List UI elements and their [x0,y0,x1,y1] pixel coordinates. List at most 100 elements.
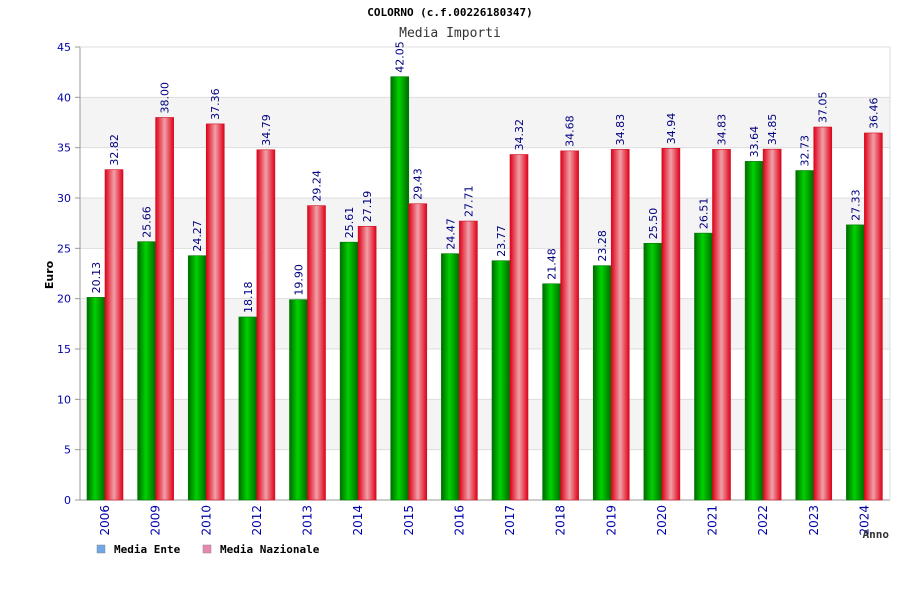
data-label: 34.79 [260,114,273,146]
bar-media-nazionale-2018 [560,150,579,501]
y-tick-label: 25 [57,242,71,255]
x-tick-label: 2015 [402,505,416,536]
bar-media-nazionale-2010 [205,123,225,501]
data-label: 25.61 [343,207,356,239]
data-label: 34.85 [766,114,779,146]
data-label: 24.47 [444,218,457,250]
bar-media-ente-2022 [744,161,764,501]
bar-media-nazionale-2015 [408,203,428,501]
bar-media-nazionale-2017 [509,154,529,501]
bar-media-nazionale-2014 [357,225,377,501]
y-tick-label: 10 [57,393,71,406]
data-label: 18.18 [242,281,255,313]
x-tick-labels: 2006 2009 2010 2012 2013 2014 2015 2016 2017 2018… [98,505,871,536]
bar-media-ente-2024 [846,224,865,501]
bar-media-ente-2015 [390,76,410,501]
legend-label-media-ente: Media Ente [114,543,181,556]
x-tick-label: 2016 [452,505,466,536]
data-label: 37.36 [209,88,222,120]
bar-media-nazionale-2013 [307,205,326,501]
bar-media-nazionale-2022 [762,148,782,501]
bar-media-nazionale-2009 [155,117,174,501]
bar-media-nazionale-2023 [813,126,833,501]
bar-media-nazionale-2016 [459,220,478,501]
x-tick-label: 2024 [857,505,871,536]
data-label: 23.77 [495,225,508,257]
y-tick-label: 15 [57,343,71,356]
y-tick-labels: 0 5 10 15 20 25 30 35 40 45 [57,41,71,507]
bar-media-ente-2023 [795,170,815,501]
bar-media-ente-2010 [187,255,207,501]
bar-media-ente-2016 [441,253,460,501]
data-label: 25.50 [647,208,660,240]
data-label: 27.71 [462,186,475,218]
x-axis-label: Anno [863,528,890,541]
bar-media-ente-2014 [339,241,359,501]
x-tick-label: 2022 [756,505,770,536]
bar-media-ente-2009 [137,241,156,501]
data-label: 23.28 [596,230,609,262]
x-tick-label: 2019 [604,505,618,536]
data-label: 21.48 [546,248,559,280]
bars: 20.13 32.82 25.66 38.00 24.27 37.36 18.18 34.79… [86,41,883,501]
legend-swatch-media-ente [96,544,106,554]
bar-media-ente-2013 [289,299,308,501]
x-tick-label: 2021 [706,505,720,536]
data-label: 20.13 [90,262,103,294]
data-label: 37.05 [817,92,830,124]
legend: Media Ente Media Nazionale [96,543,320,556]
data-label: 24.27 [191,220,204,252]
x-tick-label: 2023 [807,505,821,536]
data-label: 38.00 [159,82,172,114]
x-tick-label: 2010 [199,505,213,536]
data-label: 26.51 [698,198,711,230]
data-label: 32.73 [799,135,812,167]
data-label: 33.64 [748,126,761,158]
legend-swatch-media-nazionale [202,544,212,554]
bar-media-ente-2006 [86,297,106,501]
bar-media-nazionale-2024 [864,132,883,501]
x-tick-label: 2009 [149,505,163,536]
y-tick-label: 20 [57,293,71,306]
y-tick-label: 30 [57,192,71,205]
bar-media-nazionale-2021 [712,149,731,501]
x-tick-label: 2017 [503,505,517,536]
y-tick-label: 35 [57,142,71,155]
bar-media-ente-2018 [542,283,561,501]
x-tick-label: 2006 [98,505,112,536]
x-tick-label: 2018 [554,505,568,536]
legend-label-media-nazionale: Media Nazionale [220,543,320,556]
chart-title: COLORNO (c.f.00226180347) [367,6,533,19]
data-label: 25.66 [141,206,154,238]
y-tick-label: 40 [57,91,71,104]
x-tick-label: 2012 [250,505,264,536]
y-tick-label: 45 [57,41,71,54]
data-label: 34.32 [513,119,526,151]
bar-media-ente-2020 [643,243,663,501]
grid-band [80,47,890,98]
x-tick-label: 2020 [655,505,669,536]
y-tick-label: 5 [64,444,71,457]
data-label: 29.24 [311,170,324,202]
data-label: 29.43 [412,168,425,200]
bar-media-nazionale-2020 [661,147,681,501]
data-label: 34.83 [614,114,627,146]
bar-media-ente-2019 [592,265,612,501]
data-label: 19.90 [293,264,306,296]
bar-media-ente-2017 [491,260,511,501]
bar-media-ente-2021 [694,232,713,501]
data-label: 34.68 [564,115,577,147]
data-label: 32.82 [108,134,121,166]
chart-subtitle: Media Importi [399,26,501,41]
bar-media-nazionale-2019 [610,149,630,501]
data-label: 34.94 [665,113,678,145]
y-tick-label: 0 [64,494,71,507]
bar-media-nazionale-2006 [104,169,124,501]
data-label: 34.83 [716,114,729,146]
bar-media-ente-2012 [238,316,258,501]
data-label: 42.05 [394,41,407,73]
y-axis-label: Euro [43,260,56,289]
x-tick-label: 2014 [351,505,365,536]
x-tick-label: 2013 [301,505,315,536]
